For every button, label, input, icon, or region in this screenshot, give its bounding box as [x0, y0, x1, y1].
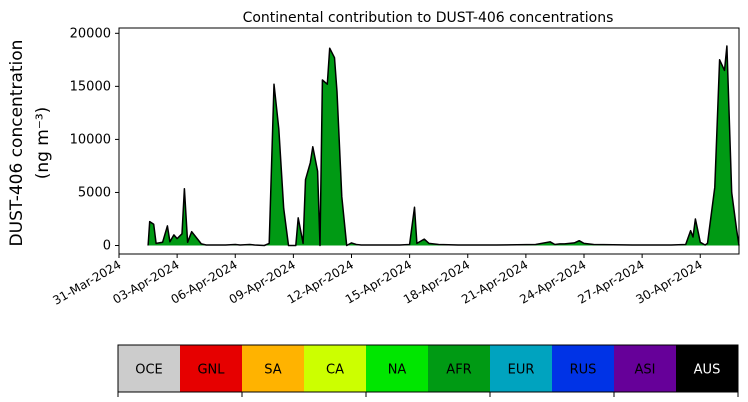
chart-title: Continental contribution to DUST-406 con…: [243, 10, 614, 26]
series-area-afr: [148, 46, 740, 246]
colorbar-segment-na: [366, 345, 429, 392]
colorbar-label-sa: SA: [264, 363, 281, 378]
series-total-line: [147, 45, 740, 247]
y-tick-label: 20000: [70, 26, 111, 41]
colorbar-segment-gnl: [180, 345, 243, 392]
y-tick-label: 15000: [70, 79, 111, 94]
y-tick-label: 10000: [70, 132, 111, 147]
colorbar-label-rus: RUS: [570, 363, 597, 378]
colorbar-segment-aus: [676, 345, 739, 392]
plot-area: [147, 45, 740, 247]
x-tick-label: 30-Apr-2024: [633, 257, 704, 306]
colorbar-frame: [117, 344, 739, 393]
colorbar-label-oce: OCE: [135, 363, 163, 378]
y-axis: 0 5000 10000 15000 20000: [70, 26, 119, 254]
colorbar-label-asi: ASI: [635, 363, 656, 378]
region-colorbar: OCE GNL SA CA NA AFR EUR RUS ASI AUS: [117, 344, 739, 397]
y-axis-label-line2: (ng m⁻³): [33, 107, 53, 180]
colorbar-label-aus: AUS: [694, 363, 721, 378]
colorbar-segment-sa: [242, 345, 305, 392]
colorbar-label-na: NA: [388, 363, 407, 378]
colorbar-segment-eur: [490, 345, 553, 392]
colorbar-segment-oce: [118, 345, 181, 392]
x-axis: 31-Mar-202403-Apr-202406-Apr-202409-Apr-…: [50, 254, 705, 308]
y-axis-label-line1: DUST-406 concentration: [7, 40, 27, 247]
colorbar-label-ca: CA: [326, 363, 344, 378]
colorbar-segment-rus: [552, 345, 615, 392]
colorbar-label-eur: EUR: [508, 363, 535, 378]
plot-frame: [118, 27, 740, 255]
y-axis-label: DUST-406 concentration (ng m⁻³): [7, 40, 53, 247]
colorbar-label-gnl: GNL: [197, 363, 225, 378]
y-tick-label: 0: [103, 239, 111, 254]
colorbar-segment-afr: [428, 345, 491, 392]
colorbar-segment-asi: [614, 345, 677, 392]
colorbar-segment-ca: [304, 345, 367, 392]
colorbar-label-afr: AFR: [446, 363, 471, 378]
y-tick-label: 5000: [78, 185, 111, 200]
